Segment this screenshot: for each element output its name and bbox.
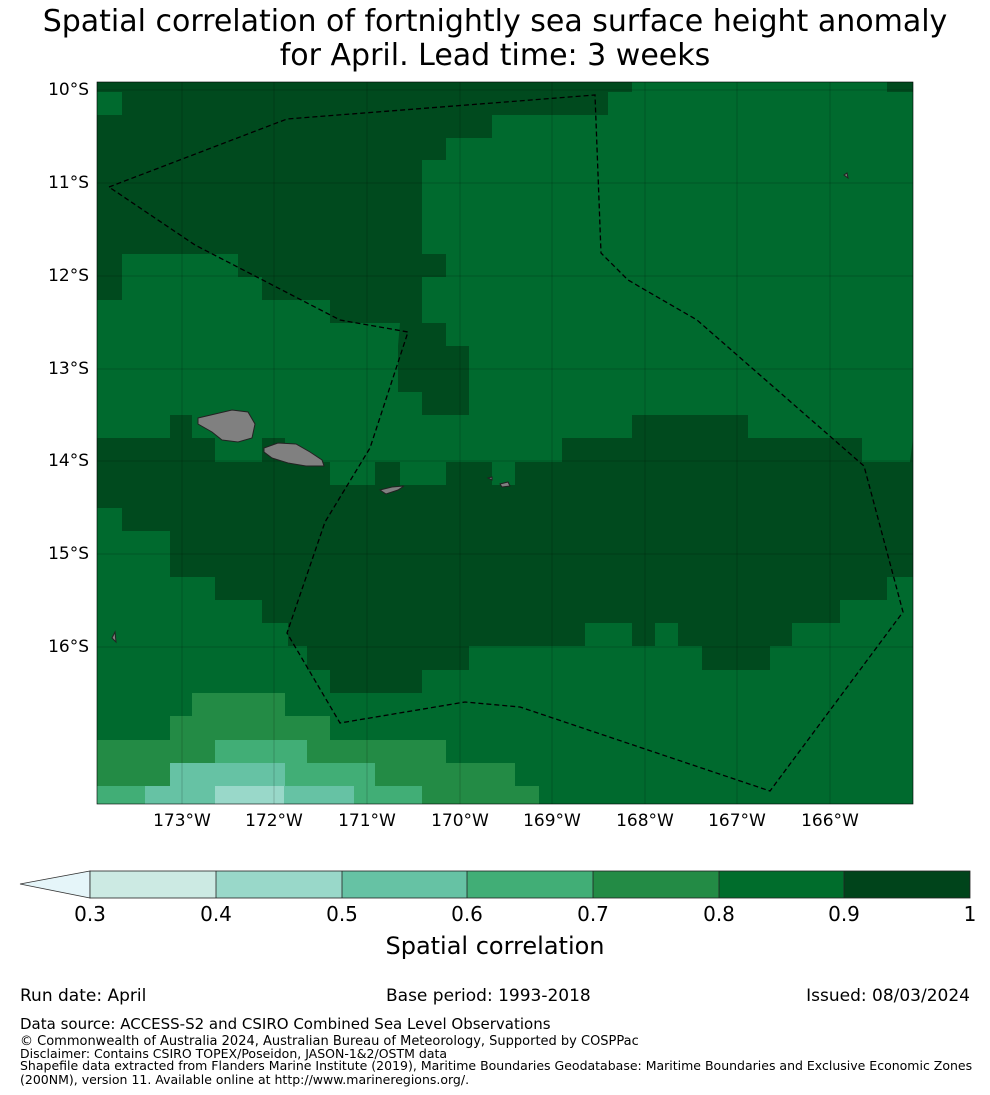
colorbar-tick-5: 0.8	[703, 902, 735, 926]
colorbar-segment-0	[90, 871, 216, 898]
disclaimer: Disclaimer: Contains CSIRO TOPEX/Poseido…	[20, 1046, 448, 1061]
high-correlation-north	[97, 82, 913, 415]
colorbar-segment-2	[342, 871, 467, 898]
lon-label-166w: 166°W	[801, 811, 859, 831]
colorbar-tick-3: 0.6	[451, 902, 483, 926]
data-source: Data source: ACCESS-S2 and CSIRO Combine…	[20, 1015, 551, 1033]
lowest-correlation-patch	[215, 786, 284, 804]
lon-label-167w: 167°W	[708, 811, 766, 831]
colorbar-tick-1: 0.4	[200, 902, 232, 926]
lon-label-171w: 171°W	[338, 811, 396, 831]
lat-label-16s: 16°S	[48, 637, 89, 657]
colorbar-tick-7: 1	[963, 902, 977, 926]
savaii-island	[197, 409, 256, 443]
frame	[96, 81, 914, 805]
lon-label-173w: 173°W	[153, 811, 211, 831]
lat-label-10s: 10°S	[48, 80, 89, 100]
correlation-field	[97, 82, 913, 804]
lon-label-168w: 168°W	[616, 811, 674, 831]
low-correlation-patch-2	[238, 763, 284, 786]
manua-island	[499, 481, 511, 488]
colorbar-segment-6	[844, 871, 970, 898]
low-correlation-patch	[145, 763, 354, 804]
tutuila-island	[378, 485, 405, 495]
eez-boundary	[108, 94, 904, 792]
correlation-map[interactable]	[0, 0, 990, 860]
colorbar-tick-6: 0.9	[828, 902, 860, 926]
lat-label-13s: 13°S	[48, 359, 89, 379]
lon-label-169w: 169°W	[523, 811, 581, 831]
run-date: Run date: April	[20, 986, 147, 1006]
graticule	[97, 82, 913, 804]
lat-label-12s: 12°S	[48, 266, 89, 286]
title-line-2: for April. Lead time: 3 weeks	[279, 38, 711, 73]
islands	[111, 172, 849, 644]
colorbar-label: Spatial correlation	[385, 932, 605, 960]
title-line-1: Spatial correlation of fortnightly sea s…	[42, 4, 948, 39]
shapefile-credit-1: Shapefile data extracted from Flanders M…	[20, 1058, 973, 1073]
lat-label-14s: 14°S	[48, 451, 89, 471]
base-period: Base period: 1993-2018	[386, 986, 591, 1006]
colorbar-segment-1	[216, 871, 342, 898]
shapefile-credit-2: (200NM), version 11. Available online at…	[20, 1072, 470, 1087]
swains-island	[843, 172, 849, 180]
colorbar-tick-4: 0.7	[577, 902, 609, 926]
colorbar	[19, 870, 971, 899]
lon-label-172w: 172°W	[245, 811, 303, 831]
lat-label-15s: 15°S	[48, 544, 89, 564]
colorbar-segment-3	[467, 871, 593, 898]
colorbar-segment-4	[593, 871, 719, 898]
upolu-island	[263, 442, 325, 467]
colorbar-extend-arrow	[19, 870, 91, 899]
high-correlation-notch	[97, 92, 122, 115]
small-islet-2	[111, 630, 117, 644]
high-correlation-south-east	[97, 415, 913, 693]
issued-date: Issued: 08/03/2024	[806, 986, 970, 1006]
small-islet-1	[486, 476, 493, 481]
copyright: © Commonwealth of Australia 2024, Austra…	[20, 1034, 639, 1049]
colorbar-segment-5	[719, 871, 844, 898]
colorbar-tick-0: 0.3	[74, 902, 106, 926]
colorbar-tick-2: 0.5	[326, 902, 358, 926]
lat-label-11s: 11°S	[48, 173, 89, 193]
lon-label-170w: 170°W	[431, 811, 489, 831]
